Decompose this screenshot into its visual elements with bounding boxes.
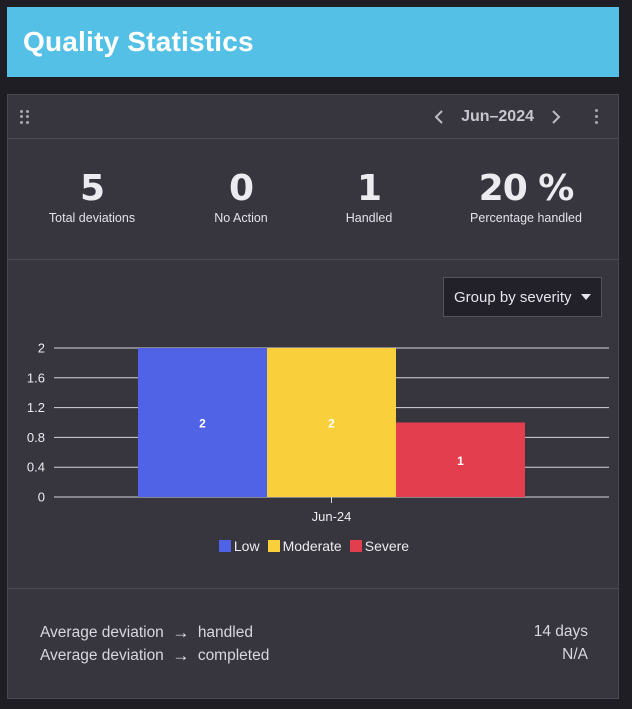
page-header: Quality Statistics (7, 7, 619, 77)
average-value: N/A (562, 646, 588, 663)
legend-label: Moderate (282, 538, 342, 554)
arrow-right-icon: → (172, 623, 190, 642)
bar-low (138, 348, 267, 497)
stat-value: 1 (356, 168, 382, 209)
chevron-left-icon[interactable] (429, 107, 449, 127)
caret-down-icon (581, 294, 591, 300)
y-tick-label: 1.2 (27, 400, 45, 415)
average-target: handled (197, 624, 253, 641)
bar-moderate (267, 348, 396, 497)
legend-item-low[interactable]: Low (218, 538, 260, 554)
legend-label: Low (233, 538, 260, 554)
average-value: 14 days (533, 623, 588, 640)
x-tick-label: Jun-24 (312, 509, 352, 524)
stat-label: Percentage handled (470, 211, 582, 225)
average-label: Average deviation (40, 647, 164, 664)
chevron-right-icon[interactable] (546, 107, 566, 127)
legend-swatch (349, 540, 362, 552)
stat-label: Total deviations (48, 211, 136, 225)
stat-value: 0 (228, 168, 254, 209)
chart-section: Group by severity 0 0.4 0.8 1.2 1.6 2 2 2 1 Jun-2… (8, 260, 618, 589)
bar-data-label: 2 (328, 417, 335, 431)
group-by-select[interactable]: Group by severity (443, 277, 602, 317)
stat-value: 5 (79, 168, 105, 209)
average-target: completed (197, 647, 270, 664)
stat-total-deviations: 5 Total deviations (48, 168, 136, 226)
page-title: Quality Statistics (23, 26, 254, 57)
legend-label: Severe (364, 538, 410, 554)
legend-item-severe[interactable]: Severe (349, 538, 410, 554)
legend-item-moderate[interactable]: Moderate (267, 538, 342, 554)
chart-legend: Low Moderate Severe (8, 538, 620, 554)
stat-label: No Action (214, 211, 268, 225)
card-toolbar: Jun–2024 (8, 95, 618, 139)
quality-statistics-card: Jun–2024 5 Total deviations 0 No Action … (7, 94, 619, 699)
bar-severe (396, 422, 525, 497)
legend-swatch (218, 540, 231, 552)
y-tick-label: 0.4 (27, 460, 45, 475)
current-month: Jun–2024 (461, 107, 534, 125)
y-tick-label: 2 (38, 341, 45, 356)
stats-row: 5 Total deviations 0 No Action 1 Handled… (8, 139, 618, 260)
average-handled-row: Average deviation → handled 14 days (40, 623, 588, 643)
group-by-select-label: Group by severity (454, 288, 572, 306)
more-vertical-icon[interactable] (586, 107, 606, 127)
stat-value: 20 % (478, 168, 575, 209)
month-navigator: Jun–2024 (429, 107, 606, 127)
stat-handled: 1 Handled (345, 168, 393, 226)
average-label: Average deviation (40, 624, 164, 641)
average-completed-row: Average deviation → completed N/A (40, 646, 588, 666)
stat-label: Handled (345, 211, 393, 225)
stat-no-action: 0 No Action (214, 168, 268, 226)
y-tick-label: 0.8 (27, 430, 45, 445)
severity-bar-chart: 0 0.4 0.8 1.2 1.6 2 2 2 1 Jun-24 (27, 341, 609, 524)
stat-percentage-handled: 20 % Percentage handled (470, 168, 582, 226)
bar-data-label: 2 (199, 417, 206, 431)
y-tick-label: 1.6 (27, 370, 45, 385)
y-tick-label: 0 (38, 490, 45, 505)
drag-handle-icon[interactable] (20, 109, 34, 125)
legend-swatch (267, 540, 280, 552)
bar-data-label: 1 (457, 454, 464, 468)
arrow-right-icon: → (172, 646, 190, 665)
